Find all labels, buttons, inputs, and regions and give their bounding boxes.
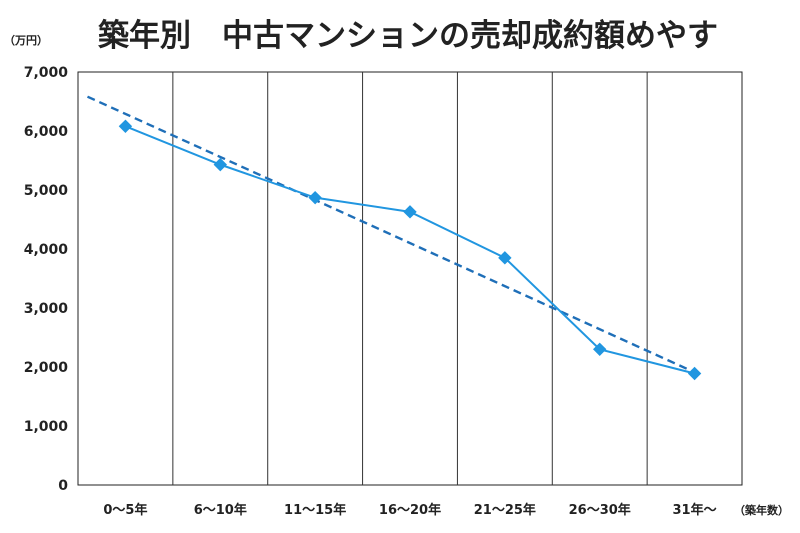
grid-lines xyxy=(172,72,648,485)
y-tick-label: 2,000 xyxy=(24,360,69,376)
data-point-marker xyxy=(213,157,227,172)
x-tick-label: 16～20年 xyxy=(379,502,441,518)
data-point-marker xyxy=(308,190,322,205)
y-axis-ticks: 0 1,000 2,000 3,000 4,000 5,000 6,000 7,000 xyxy=(24,65,69,494)
y-tick-label: 4,000 xyxy=(24,242,69,258)
x-tick-label: 21～25年 xyxy=(474,502,536,518)
chart-title: 築年別 中古マンションの売却成約額めやす xyxy=(98,18,718,54)
x-axis-ticks: 0～5年 6～10年 11～15年 16～20年 21～25年 26～30年 31年～ xyxy=(103,502,716,518)
data-point-marker xyxy=(498,251,512,265)
data-point-marker xyxy=(118,119,133,133)
y-tick-label: 3,000 xyxy=(24,301,69,317)
x-tick-label: 26～30年 xyxy=(569,502,631,518)
x-tick-label: 11～15年 xyxy=(284,502,346,518)
data-point-marker xyxy=(593,342,607,357)
data-point-marker xyxy=(687,366,702,381)
x-axis-unit-label: （築年数） xyxy=(734,503,789,517)
y-tick-label: 7,000 xyxy=(24,65,69,81)
y-tick-label: 5,000 xyxy=(24,183,69,199)
x-tick-label: 0～5年 xyxy=(103,502,147,518)
plot-area xyxy=(77,71,743,486)
trend-line xyxy=(86,95,700,376)
data-point-marker xyxy=(403,205,417,219)
y-tick-label: 1,000 xyxy=(24,419,69,435)
y-axis-unit-label: （万円） xyxy=(4,34,48,47)
x-tick-label: 6～10年 xyxy=(194,502,247,518)
y-tick-label: 0 xyxy=(58,478,68,494)
y-tick-label: 6,000 xyxy=(24,124,69,140)
x-tick-label: 31年～ xyxy=(673,502,717,518)
series-layer xyxy=(86,95,702,381)
